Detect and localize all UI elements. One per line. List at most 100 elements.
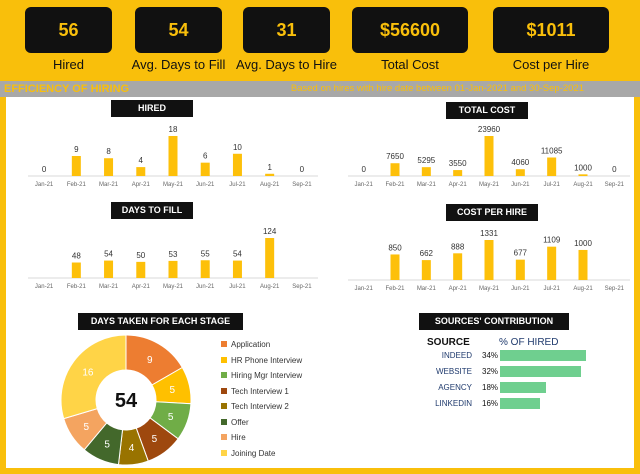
- total-cost-chart: 0 Jan-21 7650 Feb-21 5295 Mar-21 3550 Apr-21 239…: [348, 125, 630, 188]
- days-to-fill-bar: [71, 262, 81, 278]
- cost-per-hire-tick-label: Sep-21: [605, 286, 625, 292]
- stage-legend-label: Hire: [231, 433, 246, 442]
- days-to-fill-tick-label: Jul-21: [229, 284, 246, 290]
- days-to-fill-tick-label: Feb-21: [67, 284, 87, 290]
- hired-data-label: 9: [74, 145, 79, 154]
- cost-per-hire-bar: [390, 254, 400, 280]
- cost-per-hire-data-label: 677: [514, 249, 528, 258]
- days-to-fill-bar: [168, 260, 178, 278]
- source-column-header: SOURCE: [427, 337, 470, 348]
- source-percent: 18%: [482, 383, 499, 392]
- hired-data-label: 1: [267, 163, 272, 172]
- total-cost-tick-label: Jan-21: [354, 182, 373, 188]
- stage-legend-label: Application: [231, 340, 271, 349]
- cost-per-hire-bar: [578, 249, 588, 280]
- days-to-fill-tick-label: May-21: [163, 284, 184, 290]
- total-cost-data-label: 0: [361, 165, 366, 174]
- days-to-fill-data-label: 54: [104, 250, 113, 259]
- total-cost-data-label: 4060: [511, 158, 529, 167]
- days-to-fill-chart: Jan-21 48 Feb-21 54 Mar-21 50 Apr-21 53 May-21 55…: [28, 227, 318, 290]
- kpi-hired-label: Hired: [52, 57, 85, 72]
- source-name: WEBSITE: [435, 367, 472, 376]
- source-bar: [500, 366, 581, 377]
- hired-tick-label: Jun-21: [196, 182, 215, 188]
- kpi-hired-value: 56: [25, 7, 112, 53]
- total-cost-bar: [421, 167, 431, 176]
- kpi-days-to-fill-value: 54: [135, 7, 222, 53]
- stage-legend-swatch: [221, 434, 227, 440]
- stage-legend-swatch: [221, 372, 227, 378]
- stage-chart-title: DAYS TAKEN FOR EACH STAGE: [78, 313, 243, 330]
- hired-bar: [168, 136, 178, 176]
- days-to-fill-bar: [136, 261, 146, 278]
- percent-hired-column-header: % OF HIRED: [499, 337, 559, 348]
- hired-data-label: 0: [42, 165, 47, 174]
- cost-per-hire-bar: [515, 259, 525, 280]
- days-to-fill-data-label: 54: [233, 250, 242, 259]
- banner-note: Based on hires with hire date between 01…: [290, 83, 584, 94]
- hired-chart: 0 Jan-21 9 Feb-21 8 Mar-21 4 Apr-21 18 May-21 6 Jun…: [28, 125, 318, 188]
- total-cost-data-label: 11085: [541, 146, 563, 155]
- stage-legend-swatch: [221, 387, 227, 394]
- hired-tick-label: Jul-21: [229, 182, 246, 188]
- sources-chart-title: SOURCES' CONTRIBUTION: [419, 313, 569, 330]
- hired-tick-label: Apr-21: [132, 182, 151, 188]
- cost-per-hire-tick-label: Jan-21: [354, 286, 373, 292]
- stage-slice-label: 5: [152, 434, 158, 445]
- days-to-fill-tick-label: Sep-21: [292, 284, 312, 290]
- source-bar: [500, 398, 541, 409]
- stage-legend-label: Joining Date: [231, 448, 276, 458]
- total-cost-tick-label: Jul-21: [543, 182, 560, 188]
- total-cost-data-label: 1000: [574, 163, 592, 172]
- stage-legend-label: Hiring Mgr Interview: [231, 371, 303, 380]
- source-bar: [500, 382, 546, 393]
- cost-per-hire-bar: [484, 240, 494, 280]
- cost-per-hire-data-label: 850: [388, 243, 402, 252]
- days-to-fill-tick-label: Mar-21: [99, 284, 119, 290]
- stage-legend-swatch: [221, 341, 227, 347]
- banner-title: EFFICIENCY OF HIRING: [4, 83, 130, 95]
- source-name: INDEED: [441, 351, 472, 360]
- hired-data-label: 18: [169, 125, 178, 134]
- total-cost-bar: [547, 157, 557, 176]
- stage-legend-swatch: [221, 403, 227, 409]
- hired-data-label: 0: [300, 165, 305, 174]
- stage-legend-label: HR Phone Interview: [231, 355, 303, 365]
- stage-total-label: 54: [115, 390, 138, 412]
- hired-bar: [136, 167, 146, 176]
- hired-bar: [265, 173, 275, 176]
- cost-per-hire-tick-label: Feb-21: [385, 286, 405, 292]
- stage-legend-swatch: [221, 449, 227, 456]
- stage-legend-label: Offer: [231, 417, 249, 427]
- total-cost-bar: [453, 170, 463, 176]
- cost-per-hire-tick-label: Mar-21: [417, 286, 437, 292]
- cost-per-hire-bar: [547, 246, 557, 280]
- total-cost-tick-label: Aug-21: [573, 182, 593, 188]
- hired-chart-title: HIRED: [111, 100, 193, 117]
- total-cost-tick-label: Sep-21: [605, 182, 625, 188]
- kpi-total-cost-value: $56600: [352, 7, 468, 53]
- cost-per-hire-tick-label: May-21: [479, 286, 500, 292]
- source-percent: 32%: [482, 367, 499, 376]
- stage-legend-swatch: [221, 356, 227, 363]
- kpi-cost-per-hire-value: $1011: [493, 7, 609, 53]
- cost-per-hire-data-label: 1331: [480, 229, 498, 238]
- source-percent: 34%: [482, 351, 499, 360]
- total-cost-data-label: 0: [612, 165, 617, 174]
- days-to-fill-chart-title: DAYS TO FILL: [111, 202, 193, 219]
- days-to-fill-tick-label: Jun-21: [196, 284, 215, 290]
- cost-per-hire-data-label: 1000: [574, 239, 592, 248]
- total-cost-data-label: 3550: [449, 159, 467, 168]
- hired-data-label: 4: [139, 156, 144, 165]
- cost-per-hire-chart-title: COST PER HIRE: [446, 204, 538, 221]
- source-name: AGENCY: [438, 383, 472, 392]
- cost-per-hire-tick-label: Aug-21: [573, 286, 593, 292]
- section-banner: EFFICIENCY OF HIRING Based on hires with…: [0, 81, 640, 97]
- days-to-fill-tick-label: Jan-21: [35, 284, 54, 290]
- days-to-fill-bar: [265, 238, 275, 278]
- stage-slice-label: 16: [82, 368, 94, 379]
- hired-data-label: 10: [233, 143, 242, 152]
- total-cost-tick-label: May-21: [479, 182, 500, 188]
- cost-per-hire-data-label: 888: [451, 242, 465, 251]
